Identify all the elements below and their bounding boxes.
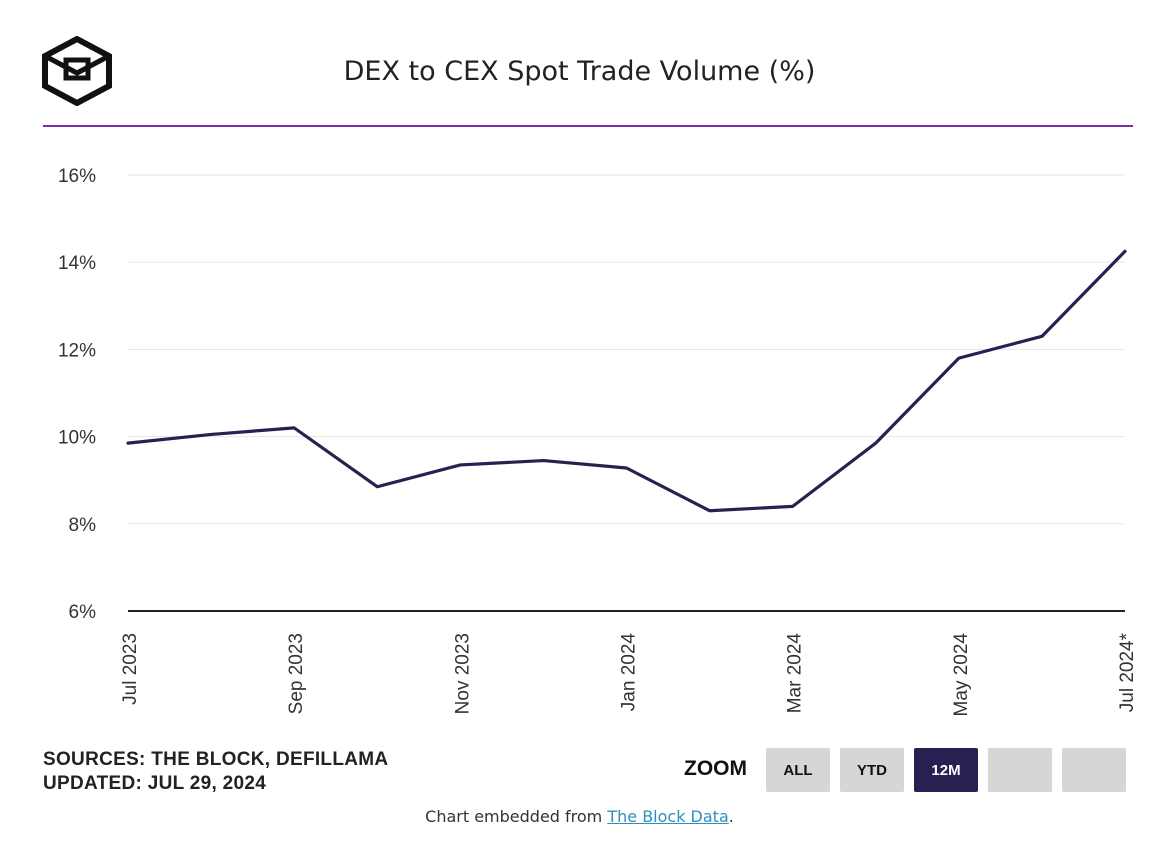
zoom-all-button[interactable]: ALL [766,748,830,792]
x-tick-label: Sep 2023 [286,633,307,714]
x-tick-label: Jan 2024 [619,633,640,712]
sources-text: SOURCES: THE BLOCK, DEFILLAMA [43,749,389,770]
the-block-cube-icon [42,36,112,106]
zoom-12m-button[interactable]: 12M [914,748,978,792]
y-tick-label: 14% [58,253,96,274]
embed-suffix: . [728,807,734,826]
zoom-blank-button-2[interactable] [1062,748,1126,792]
embed-note: Chart embedded from The Block Data. [0,807,1159,826]
updated-text: UPDATED: JUL 29, 2024 [43,773,267,794]
x-tick-label: Mar 2024 [785,633,806,714]
line-chart: 6% 8% 10% 12% 14% 16% Jul 2023 Sep 2023 Nov 2023… [58,166,1138,717]
y-tick-label: 6% [69,602,97,623]
the-block-data-link[interactable]: The Block Data [607,807,729,826]
zoom-ytd-button[interactable]: YTD [840,748,904,792]
embed-prefix: Chart embedded from [425,807,608,826]
y-tick-label: 16% [58,166,96,187]
y-tick-label: 10% [58,428,96,449]
zoom-label: ZOOM [684,757,747,780]
x-tick-label: May 2024 [951,633,972,717]
sources-block: SOURCES: THE BLOCK, DEFILLAMA UPDATED: J… [43,748,388,796]
chart-title: DEX to CEX Spot Trade Volume (%) [343,56,816,87]
x-tick-label: Jul 2024* [1117,632,1138,712]
title-divider [43,125,1133,127]
zoom-blank-button-1[interactable] [988,748,1052,792]
x-tick-label: Nov 2023 [452,633,473,714]
series-line [126,249,1127,513]
x-tick-label: Jul 2023 [120,633,141,705]
y-tick-label: 8% [69,515,97,536]
y-tick-label: 12% [58,340,96,361]
